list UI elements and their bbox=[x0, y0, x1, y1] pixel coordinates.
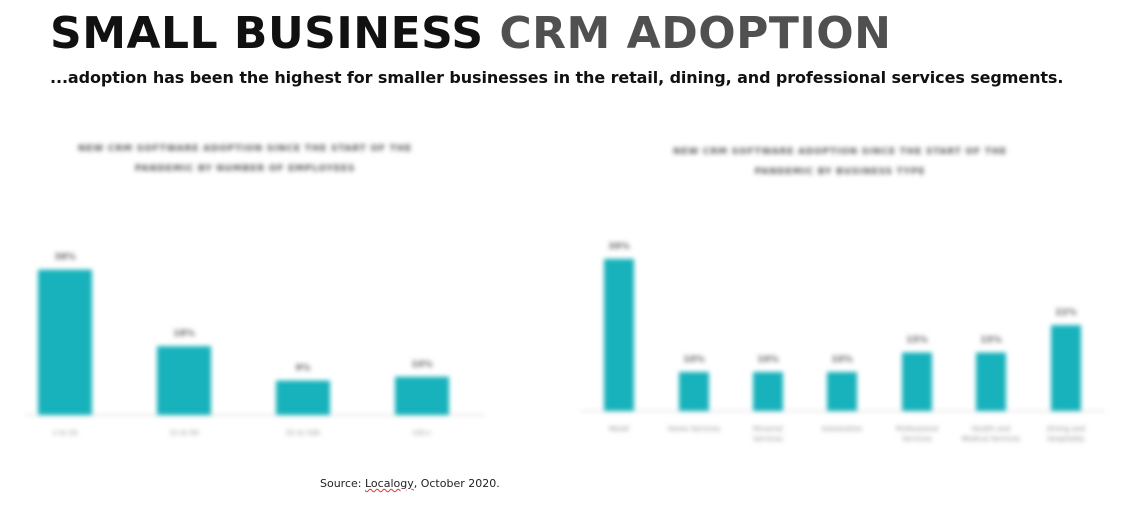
chart-title: NEW CRM SOFTWARE ADOPTION SINCE THE STAR… bbox=[78, 144, 412, 174]
chart-employees-svg: NEW CRM SOFTWARE ADOPTION SINCE THE STAR… bbox=[25, 144, 485, 437]
bar bbox=[753, 372, 783, 411]
x-tick-label-line: Health and bbox=[972, 425, 1010, 433]
x-tick-label-line: Services bbox=[902, 435, 932, 443]
x-tick-label-line: 51 to 100 bbox=[286, 429, 320, 437]
bar-data-label: 22% bbox=[1055, 308, 1077, 318]
subtitle: ...adoption has been the highest for sma… bbox=[50, 68, 1064, 87]
x-tick-label-line: Dining and bbox=[1047, 425, 1085, 433]
bar bbox=[976, 352, 1006, 411]
x-tick-label-line: 101+ bbox=[412, 429, 431, 437]
x-tick-label-line: Medical Services bbox=[962, 435, 1021, 443]
source-suffix: , October 2020. bbox=[413, 477, 500, 490]
bar-data-label: 18% bbox=[173, 329, 195, 339]
chart-title-line: NEW CRM SOFTWARE ADOPTION SINCE THE STAR… bbox=[78, 144, 412, 154]
x-tick-label-line: Hospitality bbox=[1047, 435, 1084, 443]
x-tick-label-line: Personal bbox=[753, 425, 783, 433]
bar-data-label: 39% bbox=[608, 242, 630, 252]
bar bbox=[395, 376, 449, 415]
x-tick-label: 51 to 100 bbox=[286, 429, 320, 437]
bar bbox=[827, 372, 857, 411]
x-tick-label-line: Retail bbox=[609, 425, 629, 433]
bar-data-label: 10% bbox=[683, 355, 705, 365]
x-tick-label: 101+ bbox=[412, 429, 431, 437]
source-note: Source: Localogy, October 2020. bbox=[320, 477, 500, 490]
chart-title-line: PANDEMIC BY BUSINESS TYPE bbox=[755, 167, 926, 177]
bar-data-label: 10% bbox=[831, 355, 853, 365]
bar-data-label: 15% bbox=[906, 336, 928, 346]
chart-business-svg: NEW CRM SOFTWARE ADOPTION SINCE THE STAR… bbox=[580, 147, 1105, 443]
bar bbox=[1051, 325, 1081, 411]
x-tick-label: Home Services bbox=[668, 425, 721, 433]
x-tick-label-line: 11 to 50 bbox=[169, 429, 198, 437]
bar bbox=[38, 269, 92, 415]
bar-data-label: 15% bbox=[980, 336, 1002, 346]
x-tick-label-line: 1 to 10 bbox=[53, 429, 78, 437]
headline: SMALL BUSINESS CRM ADOPTION bbox=[50, 8, 891, 59]
bar bbox=[679, 372, 709, 411]
x-tick-label: Automotive bbox=[822, 425, 863, 433]
bar-data-label: 10% bbox=[411, 360, 433, 370]
chart-title-line: PANDEMIC BY NUMBER OF EMPLOYEES bbox=[135, 164, 355, 174]
bar bbox=[604, 258, 634, 411]
x-tick-label: Retail bbox=[609, 425, 629, 433]
bar bbox=[902, 352, 932, 411]
bar-data-label: 10% bbox=[757, 355, 779, 365]
chart-by-employees: NEW CRM SOFTWARE ADOPTION SINCE THE STAR… bbox=[20, 135, 490, 445]
chart-by-business-type: NEW CRM SOFTWARE ADOPTION SINCE THE STAR… bbox=[580, 138, 1105, 453]
x-tick-label-line: Home Services bbox=[668, 425, 721, 433]
x-tick-label-line: Services bbox=[753, 435, 783, 443]
x-tick-label: Health and Medical Services bbox=[962, 425, 1021, 443]
x-tick-label-line: Automotive bbox=[822, 425, 863, 433]
bar bbox=[276, 380, 330, 415]
x-tick-label-line: Professional bbox=[896, 425, 938, 433]
bar-data-label: 9% bbox=[295, 364, 310, 374]
chart-title-line: NEW CRM SOFTWARE ADOPTION SINCE THE STAR… bbox=[673, 147, 1007, 157]
x-tick-label: 11 to 50 bbox=[169, 429, 198, 437]
source-prefix: Source: bbox=[320, 477, 365, 490]
source-name: Localogy bbox=[364, 477, 414, 490]
x-tick-label: 1 to 10 bbox=[53, 429, 78, 437]
headline-part-1: SMALL BUSINESS bbox=[50, 8, 484, 59]
chart-title: NEW CRM SOFTWARE ADOPTION SINCE THE STAR… bbox=[673, 147, 1007, 177]
bar bbox=[157, 346, 211, 415]
x-tick-label: Personal Services bbox=[753, 425, 783, 443]
x-tick-label: Professional Services bbox=[896, 425, 938, 443]
bar-data-label: 38% bbox=[54, 253, 76, 263]
x-tick-label: Dining and Hospitality bbox=[1047, 425, 1085, 443]
headline-part-2: CRM ADOPTION bbox=[499, 8, 892, 59]
